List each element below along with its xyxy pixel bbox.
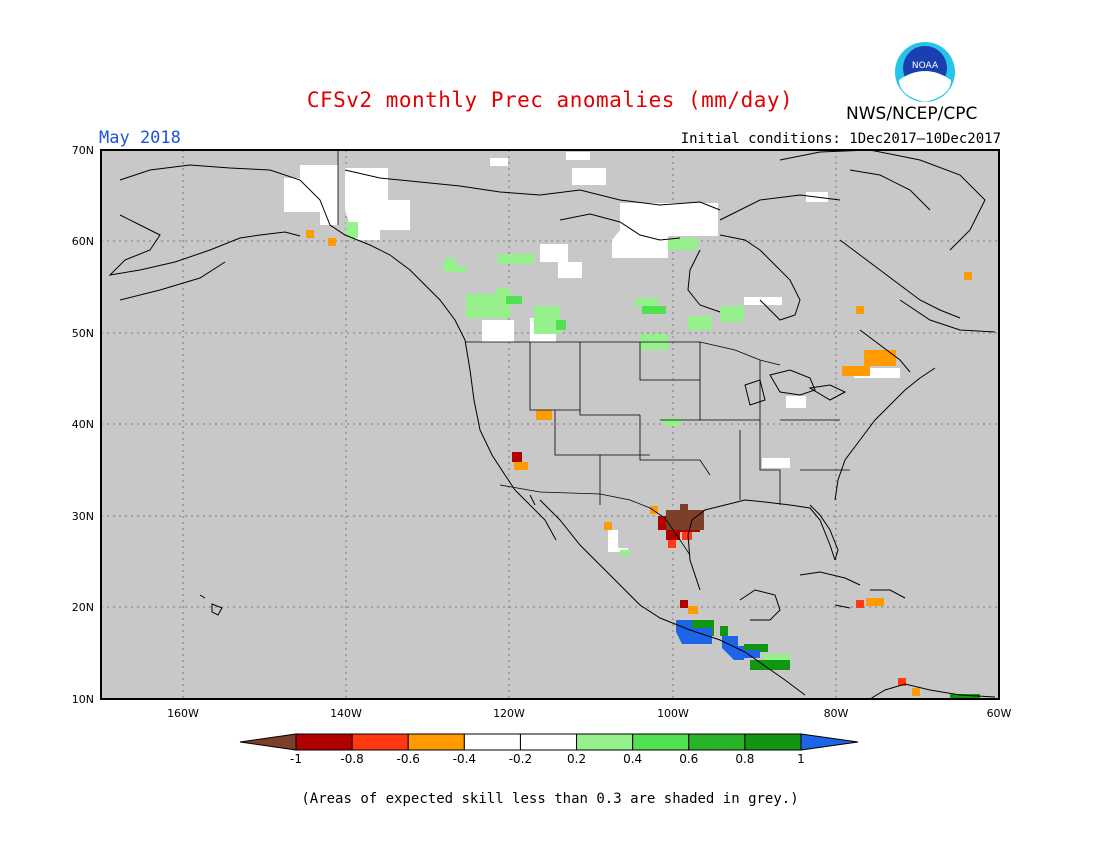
- colorbar-low-arrow: [239, 733, 297, 751]
- lat-label: 40N: [72, 418, 94, 431]
- colorbar-segment: [576, 733, 634, 751]
- lat-label: 20N: [72, 601, 94, 614]
- colorbar-high-arrow: [800, 733, 859, 751]
- map-title: CFSv2 monthly Prec anomalies (mm/day): [306, 88, 794, 112]
- lat-label: 60N: [72, 235, 94, 248]
- colorbar-segment: [632, 733, 690, 751]
- colorbar-segment: [407, 733, 465, 751]
- agency-label: NWS/NCEP/CPC: [846, 104, 978, 124]
- colorbar-tick-label: -1: [290, 752, 302, 766]
- colorbar-segment: [519, 733, 578, 751]
- longitude-labels: 160W 140W 120W 100W 80W 60W: [167, 707, 1011, 720]
- colorbar-segment: [688, 733, 746, 751]
- logo-text: NOAA: [912, 61, 939, 71]
- colorbar-boxes: [295, 733, 802, 751]
- colorbar: -1 -0.8 -0.6 -0.4 -0.2 0.2 0.4 0.6 0.8 1: [239, 733, 859, 766]
- lon-label: 120W: [493, 707, 525, 720]
- lon-label: 160W: [167, 707, 199, 720]
- colorbar-tick-label: -0.4: [453, 752, 476, 766]
- lat-label: 50N: [72, 327, 94, 340]
- colorbar-tick-label: 0.4: [623, 752, 642, 766]
- initial-conditions: Initial conditions: 1Dec2017—10Dec2017: [680, 131, 1001, 147]
- colorbar-tick-label: 0.6: [679, 752, 698, 766]
- lon-label: 140W: [330, 707, 362, 720]
- colorbar-tick-label: 0.2: [567, 752, 586, 766]
- colorbar-tick-label: -0.2: [509, 752, 532, 766]
- forecast-period: May 2018: [99, 128, 181, 148]
- lon-label: 100W: [657, 707, 689, 720]
- colorbar-segment: [351, 733, 409, 751]
- lat-label: 10N: [72, 693, 94, 706]
- colorbar-segment: [295, 733, 353, 751]
- lat-label: 70N: [72, 144, 94, 157]
- map-frame: [100, 149, 1000, 700]
- colorbar-tick-label: -0.6: [397, 752, 420, 766]
- latitude-labels: 70N 60N 50N 40N 30N 20N 10N: [72, 144, 94, 706]
- noaa-logo: NOAA: [895, 42, 955, 102]
- political-borders: [337, 150, 850, 556]
- skill-footnote: (Areas of expected skill less than 0.3 a…: [301, 791, 799, 807]
- colorbar-tick-label: 0.8: [735, 752, 754, 766]
- colorbar-tick-label: -0.8: [340, 752, 363, 766]
- colorbar-segment: [744, 733, 802, 751]
- colorbar-tick-label: 1: [797, 752, 805, 766]
- lon-label: 80W: [824, 707, 849, 720]
- coastlines: [108, 149, 996, 700]
- lon-label: 60W: [987, 707, 1012, 720]
- colorbar-labels: -1 -0.8 -0.6 -0.4 -0.2 0.2 0.4 0.6 0.8 1: [290, 752, 805, 766]
- colorbar-segment: [463, 733, 521, 751]
- lat-label: 30N: [72, 510, 94, 523]
